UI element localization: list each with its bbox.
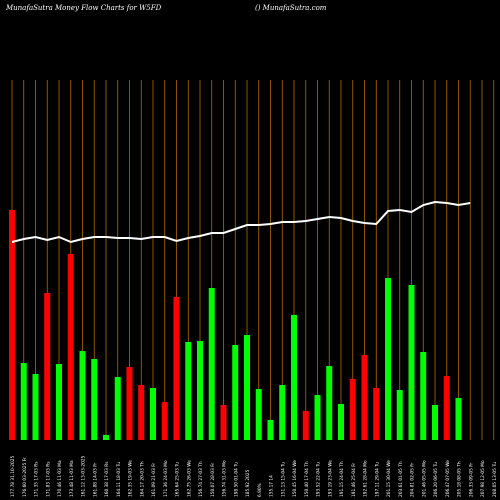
money-flow-bar bbox=[302, 411, 309, 440]
money-flow-bar bbox=[138, 385, 145, 440]
x-tick-label: 206.20 06-05 Tu bbox=[433, 462, 439, 497]
x-tick-label: 161.88 14-03 Fr bbox=[92, 463, 98, 497]
x-tick-label: 164.17 20-03 Th bbox=[139, 461, 145, 497]
money-flow-bar bbox=[126, 367, 133, 440]
money-flow-bar bbox=[373, 388, 380, 440]
x-tick-label: 170.46 11-03 Ma bbox=[57, 460, 63, 497]
x-tick-label: 191.15 24-04 Th bbox=[339, 461, 345, 497]
money-flow-bar bbox=[338, 404, 344, 440]
money-flow-bar bbox=[103, 435, 109, 440]
x-tick-label: 208.05 13-05 Tu bbox=[492, 462, 498, 497]
x-tick-label: 203.61 01-05 Th bbox=[398, 461, 404, 497]
money-flow-bar bbox=[208, 288, 215, 440]
money-flow-bar bbox=[67, 254, 74, 440]
money-flow-bar bbox=[396, 390, 403, 440]
money-flow-bar bbox=[150, 388, 156, 440]
x-tick-label: 173.48 11-03 Ma bbox=[69, 460, 75, 497]
money-flow-bar bbox=[232, 345, 239, 440]
x-tick-label: 192.61 28-04 Mo bbox=[363, 460, 369, 497]
money-flow-bar bbox=[255, 389, 262, 440]
money-flow-bar bbox=[9, 210, 15, 440]
x-tick-label: 156.74 27-03 Th bbox=[198, 461, 204, 497]
site-credit: () MunafaSutra.com bbox=[255, 4, 327, 12]
money-flow-bar bbox=[385, 278, 391, 440]
money-flow-bar bbox=[455, 398, 462, 440]
x-tick-label: 171.83 17-03 Rs bbox=[45, 461, 51, 497]
x-tick-label: 206.47 07-05 We bbox=[445, 460, 451, 497]
x-tick-label: 176.60 03-2025 Fr bbox=[22, 457, 28, 497]
money-flow-bar bbox=[185, 342, 192, 440]
money-flow-bar bbox=[244, 335, 250, 440]
money-flow-bar bbox=[197, 341, 203, 440]
money-flow-bar bbox=[44, 293, 51, 440]
x-tick-label: 193.19 23-04 We bbox=[327, 460, 333, 497]
x-tick-label: 6.90% bbox=[257, 483, 263, 497]
x-tick-label: 191.46 25-04 Fr bbox=[351, 463, 357, 497]
money-flow-bar bbox=[408, 285, 415, 440]
x-tick-label: 171.35 17-03 Rs bbox=[34, 461, 40, 497]
money-flow-bar bbox=[291, 315, 297, 440]
money-flow-bar bbox=[443, 376, 450, 440]
x-tick-label: 150.45 16-04 We bbox=[292, 460, 298, 497]
money-flow-bars bbox=[9, 210, 462, 440]
x-tick-label: 160.38 17-03 Rs bbox=[104, 461, 110, 497]
x-tick-label: 150.40 17-04 Th bbox=[304, 461, 310, 497]
money-flow-bar bbox=[432, 405, 438, 440]
x-tick-label: 201.46 05-05 Mo bbox=[421, 460, 427, 497]
x-tick-label: 171.36 24-03 Mo bbox=[163, 460, 169, 497]
x-tick-label: 207.98 12-05 Mo bbox=[480, 460, 486, 497]
money-flow-bar bbox=[326, 366, 333, 440]
money-flow-bar bbox=[20, 363, 27, 440]
x-tick-label: 193.52 22-04 Tu bbox=[316, 462, 322, 497]
x-axis-labels: 177.78 31.10-2025 176.60 03-2025 Fr 171.35… bbox=[10, 455, 498, 497]
x-tick-label: 155.17 14 bbox=[269, 475, 275, 497]
money-flow-bar bbox=[279, 385, 286, 440]
x-tick-label: 162.75 26-03 We bbox=[186, 460, 192, 497]
money-flow-bar bbox=[349, 379, 356, 440]
x-tick-label: 205.18 08-05 Th bbox=[457, 461, 463, 497]
x-tick-label: 151.13 15-04 Tu bbox=[280, 462, 286, 497]
x-tick-label: 206.33 09-05 Fr bbox=[468, 463, 474, 497]
money-flow-bar bbox=[220, 405, 227, 440]
chart-title: MunafaSutra Money Flow Charts for W5FD bbox=[6, 4, 162, 12]
money-flow-bar bbox=[173, 297, 180, 440]
x-tick-label: 204.81 02-05 Fr bbox=[410, 463, 416, 497]
x-tick-label: 161.12 13-03-2025 bbox=[81, 455, 87, 497]
x-tick-label: 162.35 19-03 We bbox=[128, 460, 134, 497]
money-flow-bar bbox=[114, 377, 121, 440]
money-flow-bar bbox=[420, 352, 427, 440]
money-flow-bar bbox=[267, 420, 274, 440]
x-tick-label: 197.11 29-04 Tu bbox=[374, 462, 380, 497]
grid-lines bbox=[11, 80, 495, 440]
x-tick-label: 165.64 25-03 Tu bbox=[175, 462, 181, 497]
money-flow-bar bbox=[161, 402, 168, 440]
x-tick-label: 156.74 31-03 Mo bbox=[222, 460, 228, 497]
x-tick-label: 161.09 21-03 Fr bbox=[151, 463, 157, 497]
money-flow-bar bbox=[91, 359, 98, 440]
x-tick-label: 164.11 18-03 Tu bbox=[116, 462, 122, 497]
x-tick-label: 177.78 31.10-2025 bbox=[10, 456, 16, 497]
money-flow-bar bbox=[361, 355, 368, 440]
money-flow-bar bbox=[32, 374, 39, 440]
x-tick-label: 198.50 01-04 Tu bbox=[233, 462, 239, 497]
x-tick-label: 201.15 30-04 We bbox=[386, 460, 392, 497]
money-flow-bar bbox=[314, 395, 321, 440]
money-flow-bar bbox=[56, 364, 62, 440]
money-flow-bar bbox=[79, 351, 86, 440]
x-tick-label: 185.92 2025 bbox=[245, 469, 251, 497]
x-tick-label: 150.07 28-03 Fr bbox=[210, 463, 216, 497]
price-line bbox=[11, 200, 471, 244]
